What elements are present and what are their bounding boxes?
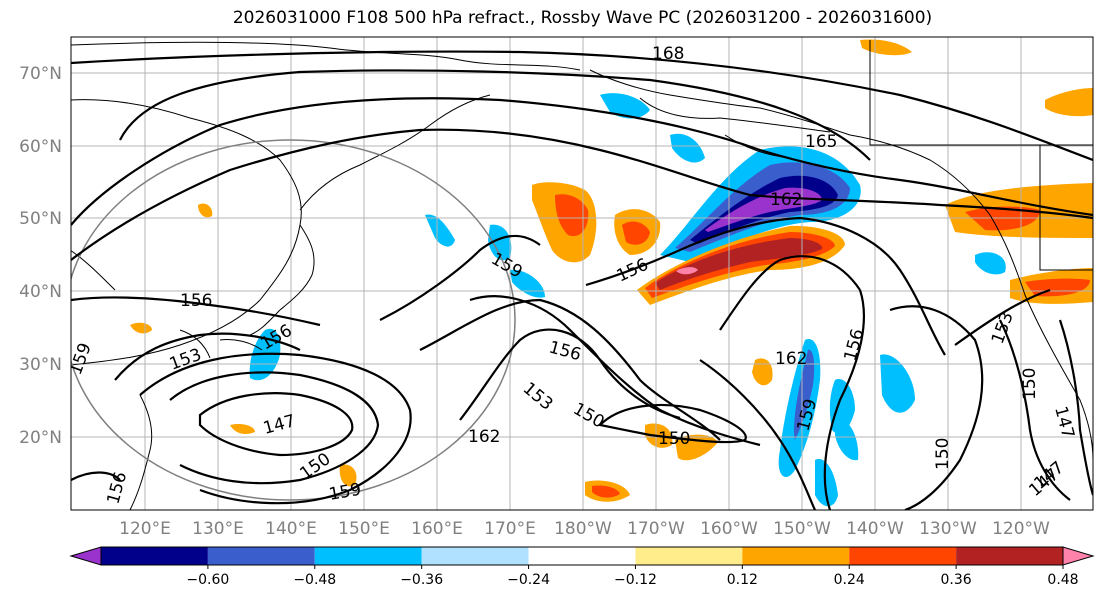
map-frame — [70, 36, 1094, 511]
lon-label: 140°E — [265, 519, 317, 539]
shade-lightblue-streak — [835, 419, 859, 461]
lat-label: 20°N — [19, 428, 62, 448]
colorbar-segment — [421, 547, 529, 565]
colorbar-segment — [207, 547, 315, 565]
colorbar: −0.60 −0.48 −0.36 −0.24 −0.12 0.12 0.24 0.36 0.4… — [69, 546, 1095, 588]
contour-label: 165 — [805, 132, 837, 152]
shade-lightblue-patch — [488, 224, 512, 261]
shade-red-patch — [592, 485, 620, 498]
lon-label: 150°W — [773, 519, 831, 539]
shade-lightblue-streak — [815, 459, 838, 507]
contour-label: 168 — [652, 44, 684, 64]
colorbar-tick-label: 0.48 — [1047, 572, 1078, 588]
colorbar-segment — [101, 547, 208, 565]
colorbar-tick-label: −0.60 — [186, 572, 229, 588]
contour-label: 162 — [770, 190, 802, 210]
contour-label: 162 — [468, 427, 500, 447]
shade-orange-patch — [752, 358, 773, 386]
colorbar-tick-label: −0.36 — [400, 572, 443, 588]
colorbar-segment — [742, 547, 850, 565]
lon-label: 130°W — [919, 519, 977, 539]
lon-label: 120°E — [119, 519, 171, 539]
lat-label: 70°N — [19, 64, 62, 84]
lon-label: 160°E — [411, 519, 463, 539]
colorbar-tick-label: −0.12 — [614, 572, 657, 588]
colorbar-tick-label: −0.24 — [507, 572, 550, 588]
lon-label: 140°W — [846, 519, 904, 539]
colorbar-tick-label: 0.24 — [834, 572, 865, 588]
contour-label: 150 — [658, 429, 690, 449]
shade-orange-patch — [230, 423, 255, 434]
colorbar-segment — [528, 547, 636, 565]
lon-label: 130°E — [192, 519, 244, 539]
lon-label: 150°E — [338, 519, 390, 539]
colorbar-tick-label: −0.48 — [293, 572, 336, 588]
shade-lightblue-patch — [670, 133, 705, 163]
map-panel: 168 165 162 159 156 156 156 156 153 150 … — [71, 37, 1093, 510]
contour-label: 150 — [1020, 368, 1040, 400]
graticule — [71, 37, 1093, 510]
lon-label: 170°W — [627, 519, 685, 539]
shade-red-patch — [555, 194, 589, 237]
shade-lightblue-streak — [880, 354, 915, 413]
contour-lines — [71, 50, 1093, 510]
map-title: 2026031000 F108 500 hPa refract., Rossby… — [232, 8, 933, 28]
reference-circle — [71, 139, 516, 501]
lon-label: 170°E — [484, 519, 536, 539]
shade-darkred-band — [655, 238, 823, 290]
longitude-axis: 120°E 130°E 140°E 150°E 160°E 170°E 180°… — [119, 519, 1050, 539]
shade-red-patch — [622, 221, 650, 245]
shade-orange-patch — [198, 203, 213, 218]
lon-label: 160°W — [700, 519, 758, 539]
latitude-axis: 70°N 60°N 50°N 40°N 30°N 20°N — [19, 64, 62, 448]
colorbar-segment — [314, 547, 422, 565]
lon-label: 180°W — [554, 519, 612, 539]
shade-orange-patch — [130, 322, 152, 334]
shade-lightblue-patch — [600, 93, 650, 119]
shade-pink-patch — [676, 267, 698, 275]
colorbar-segment — [956, 547, 1063, 565]
shade-orange-patch — [860, 39, 912, 56]
colorbar-extend-max — [1062, 546, 1095, 566]
contour-label: 156 — [180, 291, 212, 311]
shade-royalblue-streak — [793, 349, 815, 440]
colorbar-segment — [635, 547, 743, 565]
lat-label: 30°N — [19, 355, 62, 375]
lon-label: 120°W — [992, 519, 1050, 539]
lat-label: 50°N — [19, 209, 62, 229]
lat-label: 60°N — [19, 137, 62, 157]
shade-orange-patch — [339, 464, 357, 487]
shade-red-patch — [1025, 278, 1090, 297]
lat-label: 40°N — [19, 282, 62, 302]
colorbar-tick-label: 0.12 — [727, 572, 758, 588]
shade-lightblue-patch — [425, 214, 455, 247]
colorbar-extend-min — [69, 546, 102, 566]
contour-label: 150 — [933, 438, 953, 470]
shade-lightblue-patch — [975, 252, 1006, 275]
contour-label: 162 — [775, 349, 807, 369]
colorbar-tick-label: 0.36 — [941, 572, 972, 588]
coastlines — [71, 40, 1093, 510]
colorbar-outline — [100, 546, 1064, 566]
colorbar-segment — [849, 547, 957, 565]
shade-orange-patch — [1045, 88, 1093, 117]
